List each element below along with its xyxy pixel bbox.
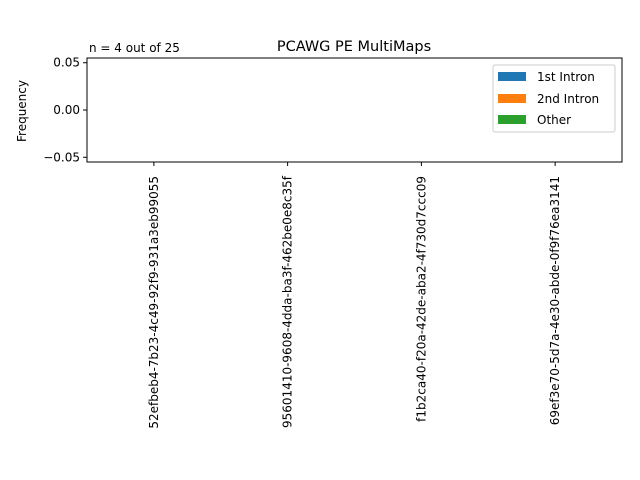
legend-swatch-2nd-intron [498, 94, 526, 103]
legend-swatch-1st-intron [498, 72, 526, 81]
y-tick-label: 0.05 [53, 56, 80, 70]
legend: 1st Intron 2nd Intron Other [492, 64, 616, 133]
y-tick-label: 0.00 [53, 103, 80, 117]
sample-count-annotation: n = 4 out of 25 [89, 41, 180, 55]
y-axis: 0.05 0.00 −0.05 [43, 56, 87, 164]
legend-swatch-other [498, 115, 526, 124]
x-tick-label: 69ef3e70-5d7a-4e30-abde-0f9f76ea3141 [548, 176, 562, 425]
legend-label-1st-intron: 1st Intron [537, 70, 595, 84]
x-tick-label: 95601410-9608-4dda-ba3f-462be0e8c35f [281, 175, 295, 428]
x-tick-label: 52efbeb4-7b23-4c49-92f9-931a3eb99055 [147, 176, 161, 429]
legend-label-other: Other [537, 113, 571, 127]
y-axis-label: Frequency [15, 80, 29, 142]
chart-title: PCAWG PE MultiMaps [277, 39, 431, 55]
legend-label-2nd-intron: 2nd Intron [537, 92, 599, 106]
x-tick-label: f1b2ca40-f20a-42de-aba2-4f730d7ccc09 [414, 176, 428, 422]
y-tick-label: −0.05 [43, 150, 80, 164]
x-axis: 52efbeb4-7b23-4c49-92f9-931a3eb99055 9560… [147, 162, 562, 429]
